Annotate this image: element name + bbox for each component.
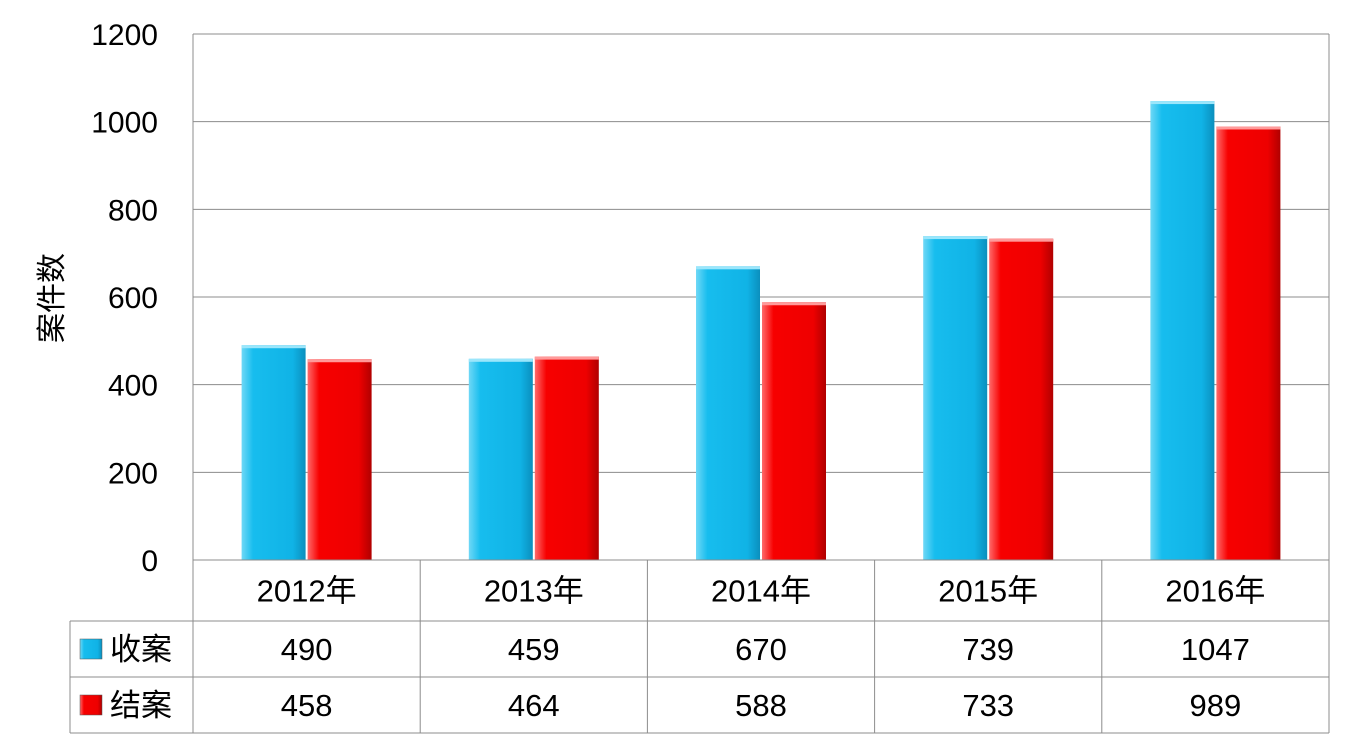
data-label: 739 xyxy=(962,632,1014,667)
y-tick-label: 1200 xyxy=(91,19,158,52)
bar xyxy=(534,356,599,560)
data-label: 670 xyxy=(735,632,787,667)
x-tick-label: 2013年 xyxy=(484,574,584,609)
y-tick-label: 0 xyxy=(141,545,158,578)
data-label: 490 xyxy=(281,632,333,667)
bar xyxy=(696,266,760,560)
y-tick-label: 200 xyxy=(108,457,158,490)
data-label: 458 xyxy=(281,688,333,723)
legend-key xyxy=(79,694,103,716)
bar xyxy=(468,358,533,560)
bar-highlight xyxy=(1150,101,1215,105)
bar xyxy=(923,236,988,561)
x-tick-label: 2016年 xyxy=(1165,574,1265,609)
bar xyxy=(307,359,372,560)
y-axis-label: 案件数 xyxy=(35,253,70,343)
x-tick-label: 2014年 xyxy=(711,574,811,609)
legend-key xyxy=(79,638,103,660)
bar-highlight xyxy=(923,236,988,240)
gridlines xyxy=(192,33,1330,733)
bar xyxy=(989,238,1054,560)
bar-highlight xyxy=(989,238,1054,242)
bar-highlight xyxy=(468,358,533,362)
y-tick-label: 800 xyxy=(108,194,158,227)
y-tick-label: 1000 xyxy=(91,107,158,140)
bar-highlight xyxy=(696,266,760,270)
y-tick-label: 400 xyxy=(108,370,158,403)
legend-label: 收案 xyxy=(110,632,172,668)
bar xyxy=(762,302,826,560)
x-tick-label: 2015年 xyxy=(938,574,1038,609)
x-tick-label: 2012年 xyxy=(257,574,357,609)
bar-highlight xyxy=(241,345,306,349)
bar xyxy=(1150,101,1215,560)
data-label: 588 xyxy=(735,688,787,723)
data-label: 459 xyxy=(508,632,560,667)
data-label: 733 xyxy=(962,688,1014,723)
legend-label: 结案 xyxy=(110,688,172,724)
y-axis: 0 200 400 600 800 1000 1200 xyxy=(91,19,158,578)
bar-highlight xyxy=(1216,126,1281,130)
bar-highlight xyxy=(762,302,826,306)
bars xyxy=(241,101,1281,561)
data-label: 1047 xyxy=(1181,632,1250,667)
bar-highlight xyxy=(534,356,599,360)
y-tick-label: 600 xyxy=(108,282,158,315)
data-label: 464 xyxy=(508,688,560,723)
bar xyxy=(1216,126,1281,560)
bar-highlight xyxy=(307,359,372,363)
bar xyxy=(241,345,306,560)
data-label: 989 xyxy=(1190,688,1242,723)
